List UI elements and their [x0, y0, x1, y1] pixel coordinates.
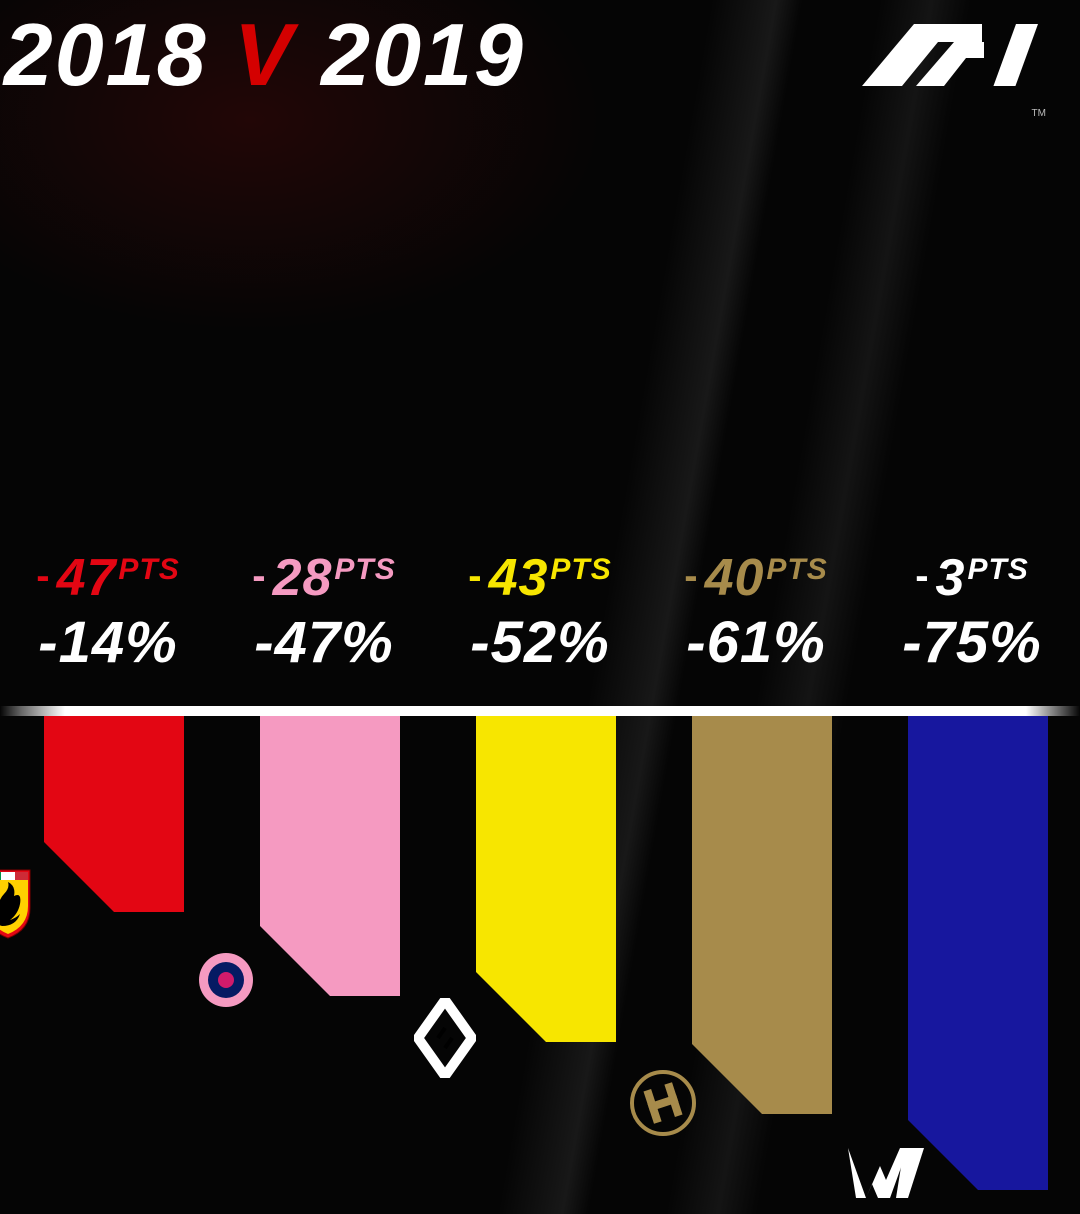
pct-delta-label: -61% — [648, 614, 864, 672]
pts-delta-label: -28PTS — [216, 552, 432, 604]
minus-icon: - — [36, 554, 50, 598]
pts-unit: PTS — [550, 553, 611, 586]
chart-baseline — [0, 706, 1080, 716]
pts-value: 3 — [936, 549, 966, 607]
ribbon-shape — [692, 716, 832, 1114]
pts-unit: PTS — [967, 553, 1028, 586]
bar-racingpoint — [216, 716, 432, 996]
minus-icon: - — [252, 554, 266, 598]
pct-delta-label: -14% — [0, 614, 216, 672]
label-col-haas: -40PTS -61% — [648, 552, 864, 672]
pct-delta-label: -47% — [216, 614, 432, 672]
title-v: V — [234, 5, 295, 104]
pts-delta-label: -47PTS — [0, 552, 216, 604]
bar-renault — [432, 716, 648, 1042]
pts-delta-label: -43PTS — [432, 552, 648, 604]
bars-area — [0, 716, 1080, 1214]
labels-row: -47PTS-14%-28PTS-47%-43PTS-52%-40PTS-61%… — [0, 552, 1080, 672]
pts-unit: PTS — [766, 553, 827, 586]
title-prefix: ANCE 2018 — [0, 5, 234, 104]
ribbon-shape — [476, 716, 616, 1042]
bar-ferrari — [0, 716, 216, 912]
page-title: ANCE 2018 V 2019 — [0, 4, 525, 106]
pts-delta-label: -3PTS — [864, 552, 1080, 604]
ribbon-shape — [260, 716, 400, 996]
title-suffix: 2019 — [295, 5, 525, 104]
pts-unit: PTS — [334, 553, 395, 586]
pts-unit: PTS — [118, 553, 179, 586]
bar-williams — [864, 716, 1080, 1190]
label-col-williams: -3PTS -75% — [864, 552, 1080, 672]
f1-logo-icon: TM — [862, 24, 1052, 86]
haas-roundel-icon — [630, 1070, 696, 1141]
pts-value: 47 — [57, 549, 117, 607]
pts-value: 43 — [489, 549, 549, 607]
pts-value: 28 — [273, 549, 333, 607]
williams-w-icon — [846, 1146, 924, 1207]
pts-value: 40 — [705, 549, 765, 607]
ribbon-shape — [908, 716, 1048, 1190]
minus-icon: - — [915, 554, 929, 598]
label-col-renault: -43PTS -52% — [432, 552, 648, 672]
minus-icon: - — [468, 554, 482, 598]
pts-delta-label: -40PTS — [648, 552, 864, 604]
pct-delta-label: -75% — [864, 614, 1080, 672]
stage: ANCE 2018 V 2019 TM -47PTS-14%-28PTS-47%… — [0, 0, 1080, 1214]
bar-haas — [648, 716, 864, 1114]
label-col-racingpoint: -28PTS -47% — [216, 552, 432, 672]
label-col-ferrari: -47PTS -14% — [0, 552, 216, 672]
ferrari-shield-icon — [0, 868, 34, 945]
ribbon-shape — [44, 716, 184, 912]
renault-diamond-icon — [414, 998, 476, 1083]
bwt-roundel-icon — [198, 952, 254, 1013]
pct-delta-label: -52% — [432, 614, 648, 672]
trademark-label: TM — [1032, 108, 1046, 119]
minus-icon: - — [684, 554, 698, 598]
